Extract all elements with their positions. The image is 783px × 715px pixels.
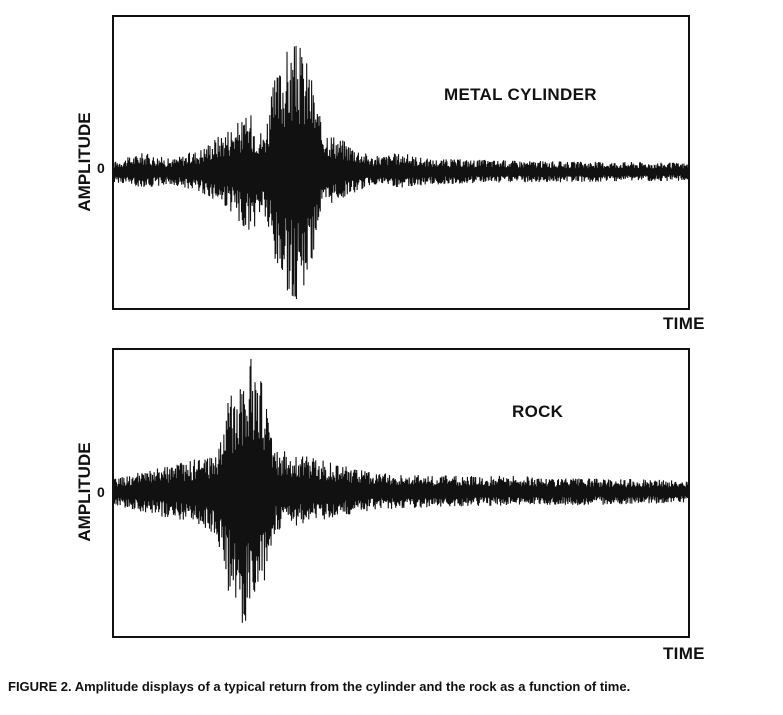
time-axis-label-top: TIME — [663, 314, 705, 333]
amplitude-axis-label-bottom: AMPLITUDE — [75, 442, 94, 542]
rock-waveform — [114, 358, 688, 623]
metal-cylinder-waveform — [114, 45, 688, 300]
rock-title: ROCK — [512, 402, 564, 421]
metal-cylinder-title: METAL CYLINDER — [444, 85, 597, 104]
rock-chart-panel: ROCK — [112, 348, 690, 638]
time-axis-label-bottom: TIME — [663, 644, 705, 663]
metal-cylinder-chart-panel: METAL CYLINDER — [112, 15, 690, 310]
figure-caption: FIGURE 2. Amplitude displays of a typica… — [8, 679, 631, 694]
metal-cylinder-trace — [114, 45, 688, 300]
rock-trace — [114, 358, 688, 623]
zero-tick-label-bottom: 0 — [97, 484, 105, 500]
zero-tick-label-top: 0 — [97, 160, 105, 176]
amplitude-axis-label-top: AMPLITUDE — [75, 112, 94, 212]
